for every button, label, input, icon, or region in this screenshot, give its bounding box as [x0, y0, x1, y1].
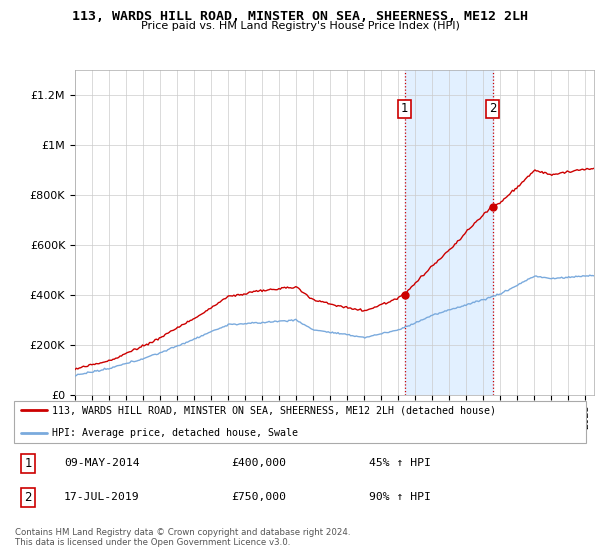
FancyBboxPatch shape [14, 401, 586, 444]
Text: 113, WARDS HILL ROAD, MINSTER ON SEA, SHEERNESS, ME12 2LH (detached house): 113, WARDS HILL ROAD, MINSTER ON SEA, SH… [52, 405, 496, 416]
Text: 09-MAY-2014: 09-MAY-2014 [64, 458, 139, 468]
Text: 2: 2 [25, 491, 32, 503]
Bar [404, 70, 493, 395]
Text: 45% ↑ HPI: 45% ↑ HPI [369, 458, 431, 468]
Text: 1: 1 [401, 102, 409, 115]
Text: Contains HM Land Registry data © Crown copyright and database right 2024.
This d: Contains HM Land Registry data © Crown c… [15, 528, 350, 547]
Text: £400,000: £400,000 [231, 458, 286, 468]
Text: 1: 1 [25, 456, 32, 470]
Text: HPI: Average price, detached house, Swale: HPI: Average price, detached house, Swal… [52, 428, 298, 438]
Text: 2: 2 [489, 102, 496, 115]
Text: 90% ↑ HPI: 90% ↑ HPI [369, 492, 431, 502]
Text: 113, WARDS HILL ROAD, MINSTER ON SEA, SHEERNESS, ME12 2LH: 113, WARDS HILL ROAD, MINSTER ON SEA, SH… [72, 10, 528, 23]
Text: Price paid vs. HM Land Registry's House Price Index (HPI): Price paid vs. HM Land Registry's House … [140, 21, 460, 31]
Text: £750,000: £750,000 [231, 492, 286, 502]
Text: 17-JUL-2019: 17-JUL-2019 [64, 492, 139, 502]
